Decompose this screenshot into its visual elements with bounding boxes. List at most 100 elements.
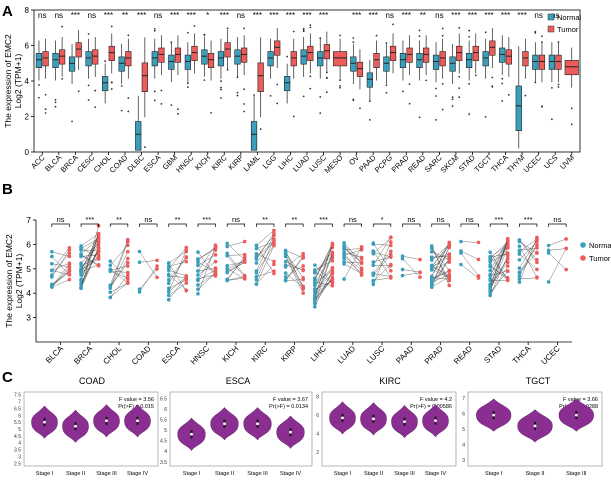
pair-line <box>519 239 538 269</box>
normal-outlier <box>170 41 173 44</box>
y-tick-label: 3.5 <box>14 448 21 454</box>
significance-label: *** <box>286 11 295 20</box>
pair-line <box>110 282 128 298</box>
tumor-outlier <box>458 87 461 90</box>
pair-line <box>314 244 333 296</box>
normal-outlier <box>203 79 206 82</box>
significance-label: ns <box>232 215 240 224</box>
normal-point <box>429 275 434 280</box>
significance-bracket <box>402 223 421 227</box>
normal-outlier <box>534 32 537 34</box>
significance-label: * <box>381 215 384 224</box>
significance-bracket <box>489 223 509 227</box>
normal-point <box>342 245 346 250</box>
pair-line <box>490 270 508 276</box>
normal-outlier <box>286 55 289 58</box>
tumor-point <box>389 240 393 244</box>
x-tick-label: LAML <box>242 153 262 173</box>
tumor-point <box>272 259 276 264</box>
tumor-box <box>423 47 430 63</box>
pair-line <box>256 270 274 277</box>
pair-line <box>168 250 187 292</box>
normal-point <box>137 260 142 264</box>
normal-outlier <box>435 95 437 97</box>
normal-point <box>488 278 492 283</box>
tumor-outlier <box>143 146 146 149</box>
pair-line <box>227 261 245 272</box>
x-tick-label: SKCM <box>439 153 461 175</box>
y-tick-label: 3 <box>26 313 31 323</box>
normal-box <box>52 53 59 68</box>
tumor-point <box>67 265 72 269</box>
tumor-point <box>126 256 130 261</box>
tumor-point <box>126 273 130 278</box>
normal-outlier <box>54 101 57 104</box>
tumor-outlier <box>77 90 80 93</box>
normal-point <box>254 257 259 261</box>
tumor-outlier <box>458 26 461 29</box>
x-tick-label: KIRP <box>279 344 299 364</box>
normal-outlier <box>319 37 322 40</box>
tumor-point <box>330 259 335 263</box>
tumor-point <box>330 271 335 275</box>
y-tick-label: 5 <box>26 264 31 274</box>
significance-label: *** <box>71 11 80 20</box>
normal-box <box>35 53 43 68</box>
normal-box <box>85 51 92 67</box>
y-tick-label: 4 <box>462 442 465 448</box>
normal-outlier <box>153 29 156 32</box>
tumor-box <box>373 53 380 68</box>
pair-line <box>51 263 70 287</box>
tumor-point <box>184 248 189 253</box>
normal-point <box>254 254 259 259</box>
pair-line <box>431 271 450 280</box>
normal-outlier <box>435 87 437 90</box>
x-tick-label: Stage III <box>566 471 587 477</box>
pair-line <box>431 244 450 261</box>
pair-line <box>314 252 333 300</box>
pair-line <box>343 263 362 274</box>
pair-line <box>490 265 508 296</box>
tumor-point <box>447 272 452 277</box>
tumor-outlier <box>44 108 47 111</box>
plot-frame <box>33 9 581 153</box>
violin-median-point <box>136 419 139 423</box>
pair-line <box>51 247 70 271</box>
pair-line <box>460 264 479 279</box>
normal-point <box>371 273 376 278</box>
tumor-point <box>505 277 510 281</box>
tumor-outlier <box>392 23 394 26</box>
normal-point <box>429 250 434 254</box>
x-tick-label: KICH <box>220 344 240 364</box>
normal-point <box>283 278 288 283</box>
significance-label: ns <box>154 11 162 20</box>
pair-line <box>197 254 216 266</box>
x-tick-label: PAAD <box>394 344 416 366</box>
tumor-point <box>301 291 305 295</box>
tumor-outlier <box>94 89 97 92</box>
significance-label: ns <box>38 11 46 20</box>
tumor-point <box>126 276 130 281</box>
pair-line <box>314 245 333 290</box>
x-tick-label: UCEC <box>539 344 562 367</box>
tumor-outlier <box>243 110 246 113</box>
legend-label-tumor: Tumor <box>557 25 579 34</box>
tumor-point <box>359 255 364 260</box>
pair-line <box>256 244 275 273</box>
pair-line <box>490 247 508 261</box>
tumor-point <box>67 277 72 282</box>
normal-point <box>166 261 171 266</box>
tumor-point <box>301 255 305 260</box>
pair-line <box>227 261 245 266</box>
normal-point <box>429 263 434 268</box>
normal-outlier <box>319 112 322 115</box>
normal-outlier <box>550 118 553 121</box>
normal-point <box>400 273 405 278</box>
normal-outlier <box>236 94 239 97</box>
x-tick-label: KIRC <box>210 153 229 172</box>
tumor-point <box>330 283 335 288</box>
significance-bracket <box>139 223 158 227</box>
tumor-point <box>126 270 130 275</box>
significance-label: ns <box>551 11 559 20</box>
tumor-box <box>241 47 248 63</box>
